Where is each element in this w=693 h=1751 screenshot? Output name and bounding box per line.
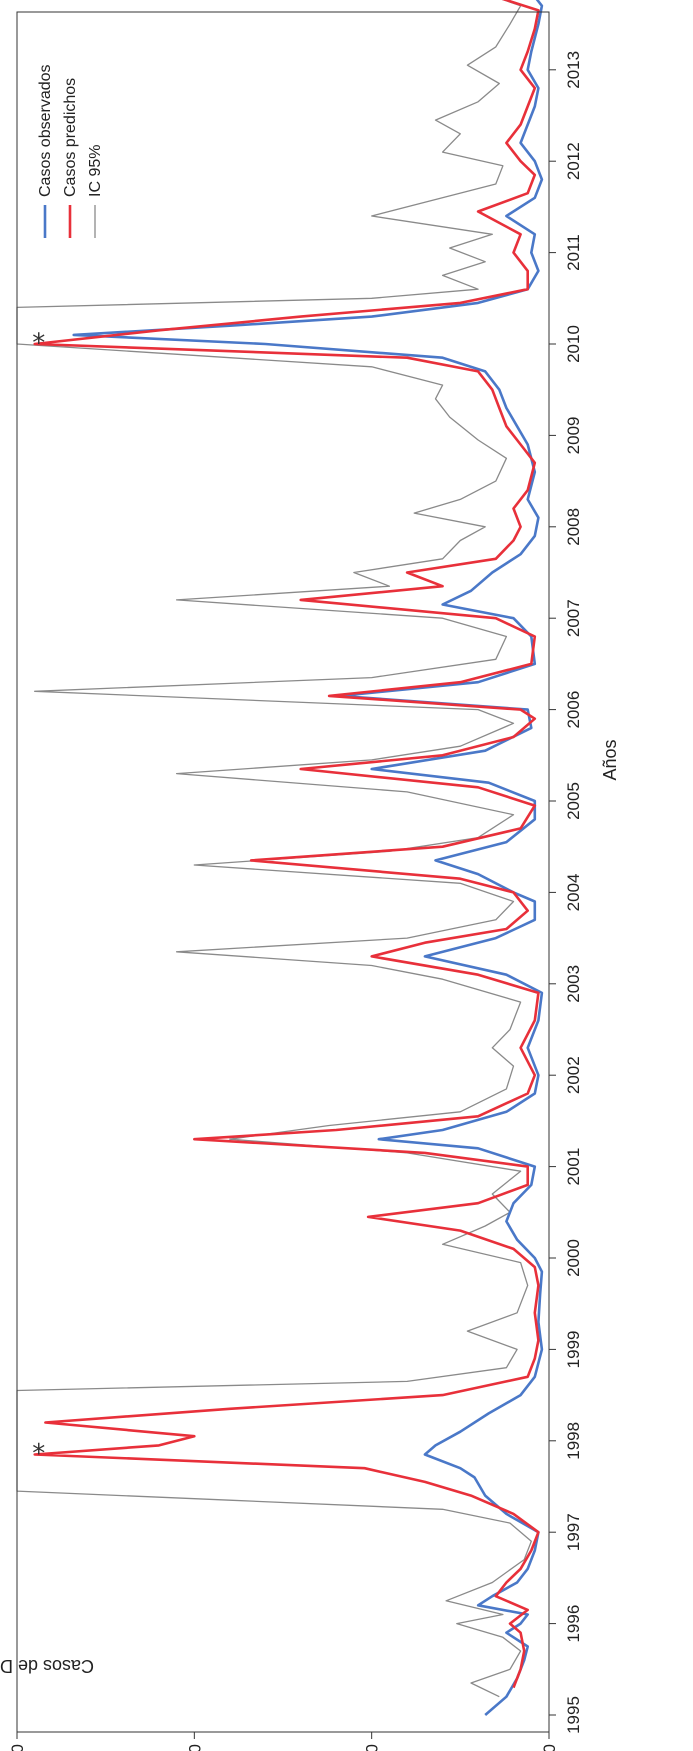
asterisk-annotation: * xyxy=(32,329,45,359)
plot-frame xyxy=(16,11,550,1733)
x-axis-title: Años xyxy=(600,739,620,780)
series-line-casos-predichos xyxy=(33,0,540,1689)
x-tick-label: 2002 xyxy=(564,1056,583,1094)
x-tick-label: 2003 xyxy=(564,965,583,1003)
x-tick-label: 2004 xyxy=(564,873,583,911)
x-tick-label: 2011 xyxy=(564,234,583,271)
x-tick-label: 2008 xyxy=(564,508,583,546)
series-line-ic-95- xyxy=(16,0,532,1698)
legend-label: IC 95% xyxy=(87,145,104,197)
plot-area xyxy=(16,0,544,1716)
x-tick-label: 2010 xyxy=(564,325,583,363)
x-tick-label: 2006 xyxy=(564,691,583,729)
x-tick-label: 2009 xyxy=(564,416,583,454)
x-tick-label: 1996 xyxy=(564,1605,583,1643)
x-tick-label: 1998 xyxy=(564,1422,583,1460)
x-tick-label: 1997 xyxy=(564,1513,583,1551)
x-tick-label: 2005 xyxy=(564,782,583,820)
y-tick-label: 1500 xyxy=(8,1744,27,1751)
y-tick-label: 1000 xyxy=(185,1744,204,1751)
legend: Casos observados Casos predichos IC 95% xyxy=(37,64,104,238)
x-tick-label: 2007 xyxy=(564,599,583,637)
x-tick-label: 2001 xyxy=(564,1148,583,1186)
y-tick-label: 0 xyxy=(540,1744,559,1751)
x-tick-label: 2000 xyxy=(564,1239,583,1277)
legend-label: Casos predichos xyxy=(62,78,79,197)
x-tick-label: 1995 xyxy=(564,1696,583,1734)
axes: 0 500 1000 1500 1995 1996 1997 1998 1999 2000 2001… xyxy=(8,11,583,1751)
x-tick-label: 2013 xyxy=(564,51,583,89)
y-tick-label: 500 xyxy=(363,1744,382,1751)
y-axis-title: Casos de Dengue xyxy=(0,1656,94,1676)
legend-label: Casos observados xyxy=(37,64,54,197)
asterisk-annotation: * xyxy=(32,1439,45,1469)
x-tick-label: 1999 xyxy=(564,1330,583,1368)
series-line-casos-observados xyxy=(72,0,544,1716)
x-tick-label: 2012 xyxy=(564,142,583,180)
